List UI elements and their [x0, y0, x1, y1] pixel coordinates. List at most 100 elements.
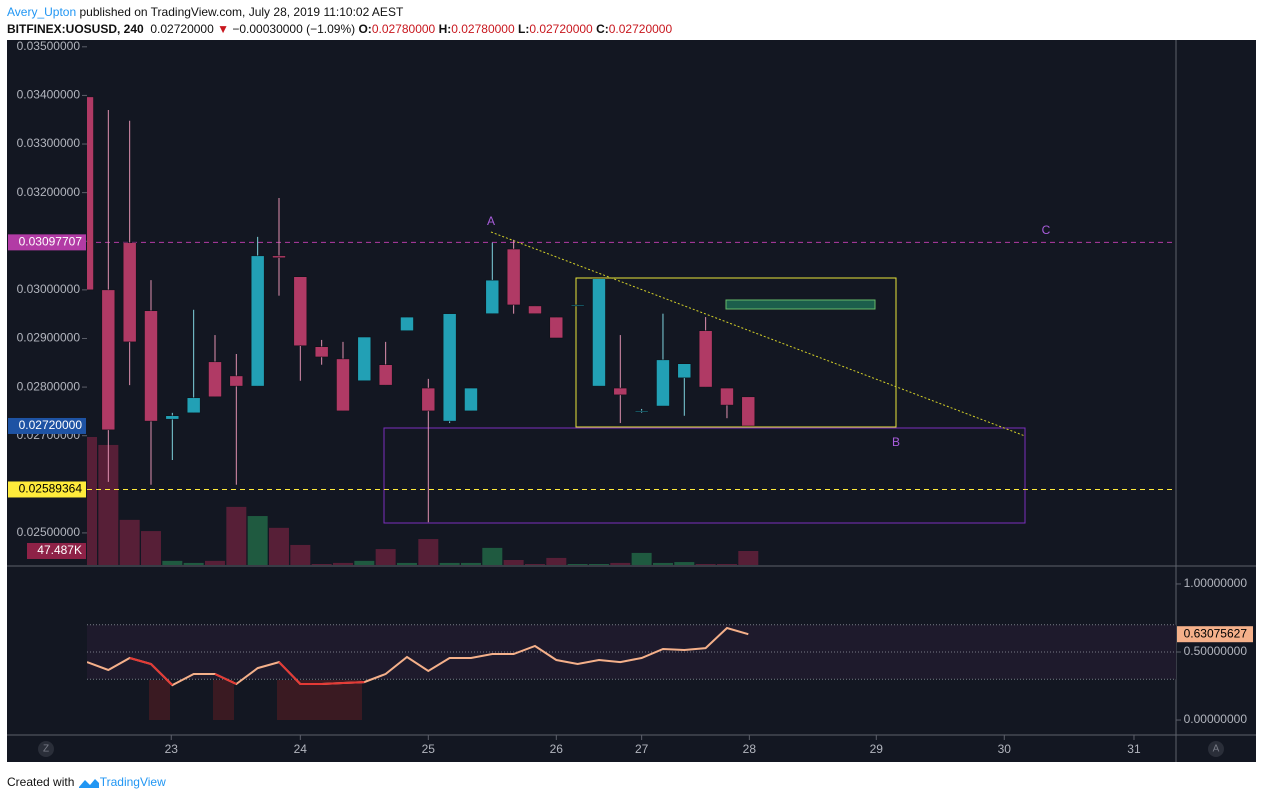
volume-bar	[119, 519, 140, 565]
y-tick-label: 0.03200000	[17, 185, 81, 199]
candle-body	[634, 410, 649, 413]
ohlc-key: C:	[596, 22, 609, 36]
volume-bar	[631, 552, 652, 565]
symbol: BITFINEX:UOSUSD, 240	[7, 22, 144, 36]
candle-body	[250, 255, 265, 387]
volume-bar	[503, 559, 524, 565]
change: −0.00030000 (−1.09%)	[232, 22, 356, 36]
x-tick-label: 29	[870, 742, 884, 756]
volume-bar	[375, 549, 396, 565]
button-bg	[38, 741, 54, 757]
ohlc-value: 0.02720000	[608, 22, 673, 36]
candle-body	[272, 255, 286, 259]
candle-body	[698, 330, 713, 388]
volume-bar	[162, 560, 183, 565]
candle-body	[208, 361, 222, 398]
price-tag-label: 47.487K	[37, 543, 82, 557]
volume-bar	[439, 562, 460, 565]
candle-body	[87, 96, 94, 291]
candle-body	[506, 248, 521, 306]
value-tag-label: 0.63075627	[1184, 626, 1248, 640]
y-tick-label: 0.03300000	[17, 136, 81, 150]
candle-body	[378, 364, 393, 386]
published: published on TradingView.com, July 28, 2…	[79, 5, 404, 19]
oscillator-line	[129, 657, 174, 686]
down-arrow: ▼	[217, 22, 230, 36]
x-tick-label: 23	[165, 742, 179, 756]
volume-bar	[460, 562, 481, 565]
ohlc: O:0.02780000 H:0.02780000 L:0.02720000 C…	[358, 22, 672, 36]
candle-body	[229, 375, 244, 387]
price-tag	[8, 481, 86, 498]
footer: Created with TradingView	[7, 775, 166, 789]
volume-bar	[674, 562, 695, 565]
last: 0.02720000	[150, 22, 214, 36]
ohlc-key: H:	[438, 22, 452, 36]
brand[interactable]: TradingView	[99, 775, 166, 789]
volume-bar	[716, 563, 737, 565]
y-tick-label: 0.02800000	[17, 379, 81, 393]
trend-line	[490, 231, 1026, 437]
candle-body	[293, 276, 308, 347]
candle-body	[720, 387, 734, 406]
candle-body	[400, 316, 414, 331]
rectangle-drawing	[575, 277, 897, 428]
candle-body	[677, 363, 692, 379]
oscillator-line	[87, 626, 749, 687]
x-tick-label: 25	[422, 742, 436, 756]
x-tick-label: 27	[635, 742, 649, 756]
candle-body	[570, 304, 585, 307]
volume-bar	[204, 560, 225, 565]
volume-bar	[87, 436, 97, 565]
band	[87, 624, 1176, 680]
volume-bar	[482, 547, 503, 565]
candle-body	[165, 415, 180, 420]
price-tag	[8, 234, 86, 251]
candle-body	[592, 278, 606, 387]
volume-bar	[695, 563, 716, 565]
annotation: A	[487, 214, 495, 228]
candle-body	[122, 242, 137, 343]
x-tick-label: 24	[294, 742, 308, 756]
volume-bar	[418, 539, 439, 565]
button-bg	[1208, 741, 1224, 757]
price-tag-label: 0.02589364	[19, 482, 83, 496]
candle-body	[741, 396, 756, 427]
oscillator-line	[278, 661, 365, 685]
price-tag-label: 0.02720000	[19, 418, 83, 432]
rectangle-drawing	[725, 299, 876, 310]
y-tick-label: 0.50000000	[1184, 644, 1248, 658]
rectangle-drawing	[383, 427, 1026, 524]
y-tick-label: 1.00000000	[1184, 576, 1248, 590]
candle-body	[549, 316, 564, 339]
volume-bar	[567, 563, 588, 565]
volume-bar	[652, 562, 673, 565]
candle-body	[336, 358, 350, 412]
price-tag-label: 0.03097707	[19, 235, 83, 249]
header-line: Avery_Upton published on TradingView.com…	[7, 5, 403, 19]
candle-body	[357, 336, 372, 382]
ohlc-value: 0.02780000	[451, 22, 515, 36]
volume-bar	[268, 527, 289, 565]
annotation: B	[892, 435, 900, 449]
y-tick-label: 0.03500000	[17, 39, 81, 53]
signal-zone	[213, 680, 234, 720]
volume-bar	[226, 506, 247, 565]
candle-body	[528, 305, 542, 314]
volume-bar	[524, 563, 545, 565]
zoom-button[interactable]: Z	[43, 744, 49, 755]
oscillator-line	[214, 673, 237, 685]
symbol-line: BITFINEX:UOSUSD, 240 0.02720000 ▼ −0.000…	[7, 22, 672, 36]
x-tick-label: 28	[743, 742, 757, 756]
volume-bar	[610, 562, 631, 565]
x-tick-label: 30	[998, 742, 1012, 756]
candle-body	[144, 310, 158, 422]
footer-text: Created with	[7, 775, 75, 789]
volume-bar	[332, 562, 353, 565]
volume-bar	[247, 516, 268, 565]
y-tick-label: 0.00000000	[1184, 712, 1248, 726]
author[interactable]: Avery_Upton	[7, 5, 77, 19]
auto-button[interactable]: A	[1213, 744, 1220, 755]
